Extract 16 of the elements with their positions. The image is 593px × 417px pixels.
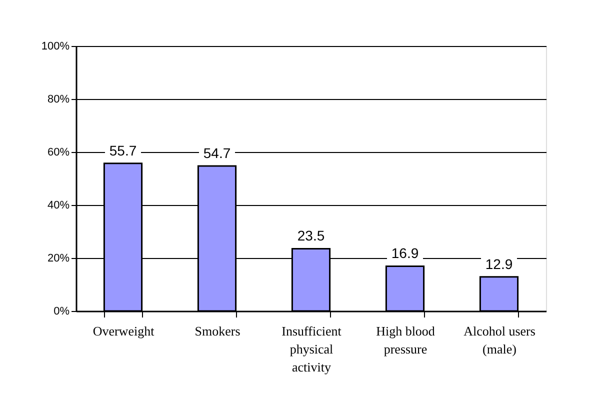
y-tick-label: 60% <box>47 146 70 158</box>
x-tick-label: Alcohol users (male) <box>464 324 536 356</box>
data-label: 54.7 <box>203 145 231 162</box>
y-tick-label: 20% <box>47 252 70 264</box>
x-tick-label: Insufficient physical activity <box>282 324 342 374</box>
y-tick-label: 40% <box>47 200 70 212</box>
y-tick-label: 0% <box>54 306 70 318</box>
x-tick-label: Overweight <box>92 324 155 338</box>
x-tick-label: High blood pressure <box>376 324 436 356</box>
data-label: 12.9 <box>485 256 513 272</box>
y-tick-label: 100% <box>41 40 70 52</box>
data-label: 16.9 <box>391 245 419 262</box>
y-tick-label: 80% <box>47 94 70 106</box>
data-label: 55.7 <box>109 142 137 158</box>
x-tick-label: Smokers <box>194 324 240 338</box>
data-label: 23.5 <box>297 228 325 244</box>
